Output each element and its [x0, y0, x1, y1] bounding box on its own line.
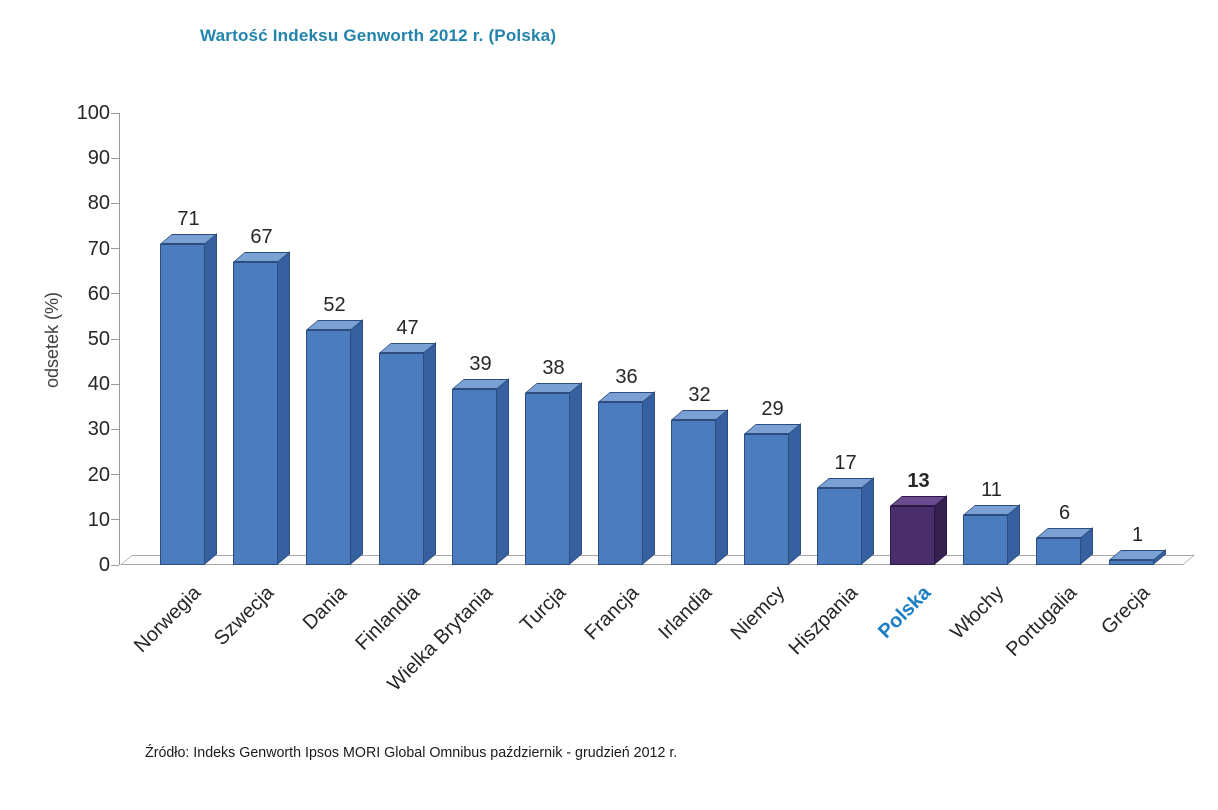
bar-norwegia: [160, 233, 218, 565]
bar-front-face: [1109, 560, 1154, 565]
bar-front-face: [890, 506, 935, 565]
value-label-dania: 52: [323, 294, 346, 316]
value-label-turcja: 38: [542, 357, 565, 379]
bar-front-face: [525, 393, 570, 565]
y-tick-label: 60: [87, 282, 110, 305]
y-tick-mark: [111, 474, 119, 476]
value-label-finlandia: 47: [396, 317, 419, 339]
bar-finlandia: [379, 342, 437, 565]
bar-side-face: [715, 409, 728, 565]
value-label-polska: 13: [907, 470, 930, 492]
bar-francja: [598, 391, 656, 565]
bar-hiszpania: [817, 477, 875, 565]
bar-grecja: [1109, 549, 1167, 565]
bar-side-face: [350, 319, 363, 565]
value-label-szwecja: 67: [250, 226, 273, 248]
value-label-hiszpania: 17: [834, 452, 857, 474]
bar-front-face: [306, 330, 351, 565]
value-label-niemcy: 29: [761, 398, 784, 420]
value-label-grecja: 1: [1131, 524, 1144, 546]
y-tick-mark: [111, 519, 119, 521]
bar-wielka-brytania: [452, 378, 510, 565]
y-tick-label: 90: [87, 147, 110, 170]
bar-dania: [306, 319, 364, 565]
chart-title: Wartość Indeksu Genworth 2012 r. (Polska…: [200, 26, 557, 45]
source-note: Źródło: Indeks Genworth Ipsos MORI Globa…: [145, 744, 678, 761]
y-tick-label: 50: [87, 328, 110, 350]
y-tick-mark: [111, 293, 119, 295]
value-label-włochy: 11: [981, 479, 1002, 501]
bar-front-face: [1036, 538, 1081, 565]
bar-side-face: [642, 391, 655, 565]
y-tick-label: 30: [87, 418, 110, 441]
bar-polska: [890, 495, 948, 565]
y-tick-mark: [111, 383, 119, 385]
bar-front-face: [744, 434, 789, 565]
bar-front-face: [379, 353, 424, 565]
value-label-irlandia: 32: [688, 384, 711, 406]
bar-side-face: [496, 378, 509, 565]
bar-front-face: [233, 262, 278, 565]
y-tick-mark: [111, 338, 119, 340]
bar-side-face: [204, 233, 217, 565]
y-tick-label: 10: [87, 508, 110, 531]
bar-front-face: [452, 389, 497, 565]
bar-side-face: [934, 495, 947, 565]
bar-front-face: [160, 244, 205, 565]
bar-portugalia: [1036, 527, 1094, 565]
bar-włochy: [963, 504, 1021, 565]
bar-side-face: [569, 382, 582, 565]
bar-front-face: [963, 515, 1008, 565]
bar-front-face: [598, 402, 643, 565]
bar-niemcy: [744, 423, 802, 565]
value-label-norwegia: 71: [177, 208, 200, 230]
y-tick-label: 70: [87, 237, 110, 260]
bar-irlandia: [671, 409, 729, 565]
y-tick-label: 100: [76, 102, 110, 124]
bar-szwecja: [233, 251, 291, 565]
value-label-francja: 36: [615, 366, 638, 388]
y-tick-label: 40: [87, 373, 110, 396]
y-tick-mark: [111, 112, 119, 114]
y-tick-label: 0: [98, 554, 110, 576]
bar-side-face: [788, 423, 801, 565]
y-tick-label: 80: [87, 192, 110, 215]
y-tick-mark: [111, 202, 119, 204]
bar-front-face: [817, 488, 862, 565]
value-label-wielka-brytania: 39: [469, 353, 492, 375]
y-tick-label: 20: [87, 463, 110, 486]
bar-turcja: [525, 382, 583, 565]
y-tick-mark: [111, 248, 119, 250]
y-tick-mark: [111, 564, 119, 566]
y-tick-mark: [111, 428, 119, 430]
bar-front-face: [671, 420, 716, 565]
value-label-portugalia: 6: [1058, 502, 1071, 524]
y-tick-mark: [111, 157, 119, 159]
y-axis-line: [119, 113, 120, 565]
